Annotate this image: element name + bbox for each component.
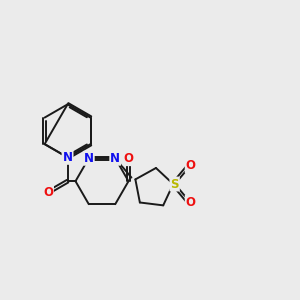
Text: N: N xyxy=(110,152,120,165)
Text: N: N xyxy=(84,152,94,165)
Text: O: O xyxy=(43,186,53,199)
Text: O: O xyxy=(186,159,196,172)
Text: S: S xyxy=(170,178,179,190)
Text: O: O xyxy=(186,196,196,209)
Text: O: O xyxy=(124,152,134,165)
Text: N: N xyxy=(63,151,73,164)
